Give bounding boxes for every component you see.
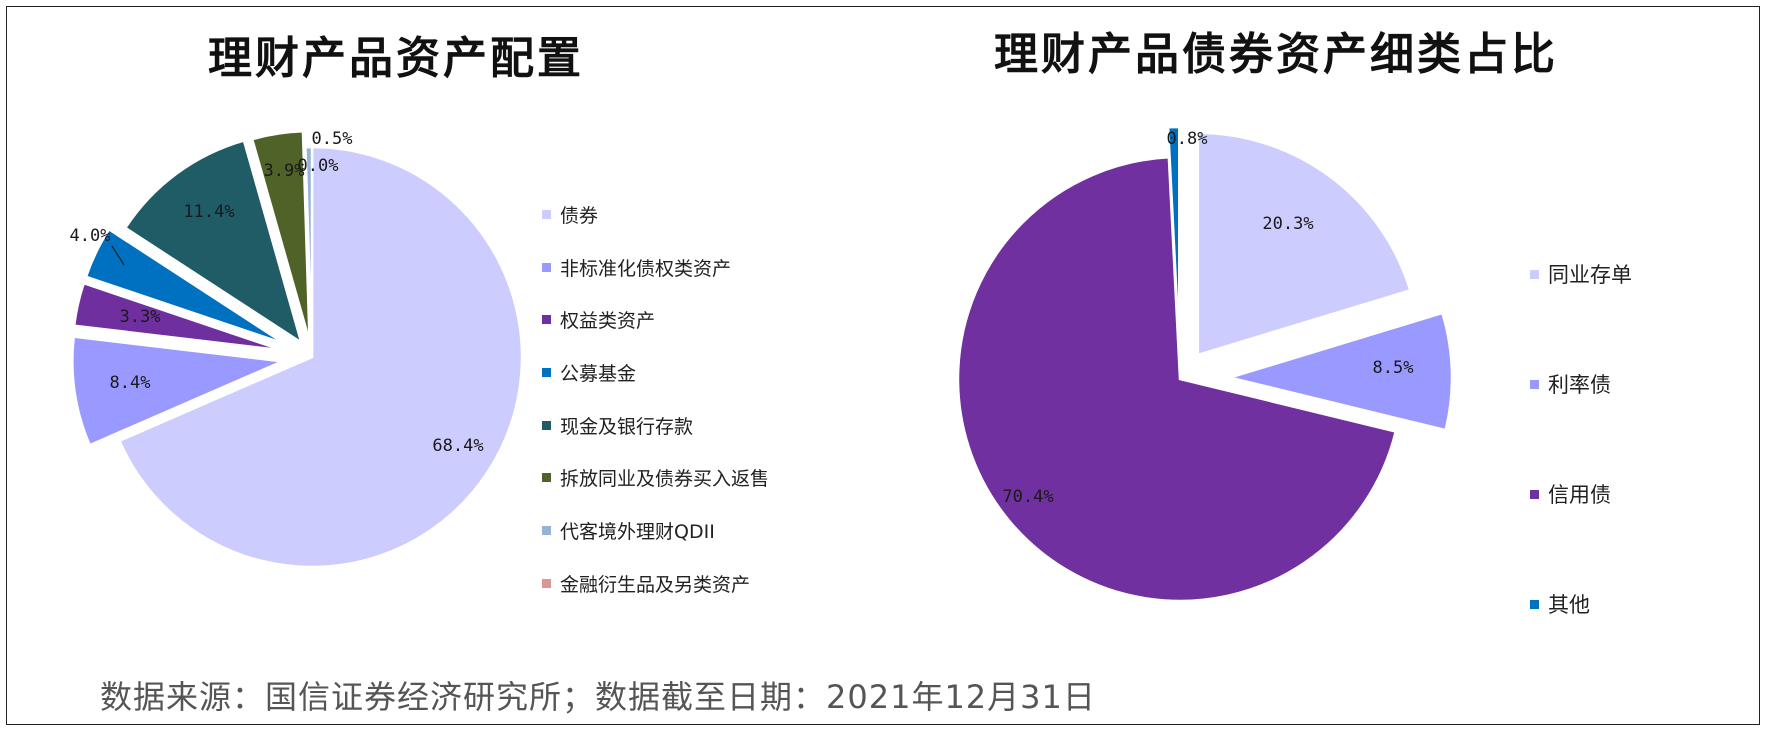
- right-pie-label-2: 70.4%: [1002, 487, 1053, 507]
- left-pie: 68.4% 8.4% 3.3% 4.0% 11.4% 3.9% 0.5% 0.0%: [70, 129, 524, 569]
- source-note: 数据来源：国信证券经济研究所；数据截至日期：2021年12月31日: [100, 678, 1096, 716]
- left-pie-label-0: 68.4%: [432, 436, 483, 456]
- right-pie-slice-1: [1225, 311, 1454, 432]
- right-legend-item-1: 利率债: [1530, 329, 1632, 439]
- left-legend-swatch-1: [542, 262, 551, 272]
- right-legend-swatch-1: [1530, 379, 1539, 389]
- left-pie-slice-3: [84, 227, 286, 346]
- right-legend: 同业存单利率债信用债其他: [1530, 219, 1632, 659]
- left-legend-item-7: 金融衍生品及另类资产: [542, 557, 769, 610]
- left-pie-slice-2: [72, 281, 284, 352]
- left-pie-label-5: 3.9%: [264, 161, 305, 181]
- left-legend-label-3: 公募基金: [560, 362, 637, 385]
- left-legend-item-6: 代客境外理财QDII: [542, 504, 769, 557]
- right-legend-label-3: 其他: [1548, 593, 1590, 617]
- left-pie-leader-3: [111, 245, 125, 266]
- right-legend-label-2: 信用债: [1548, 483, 1611, 507]
- right-legend-item-0: 同业存单: [1530, 219, 1632, 329]
- left-pie-slice-0: [117, 145, 524, 569]
- left-pie-slice-1: [71, 335, 288, 447]
- right-pie-label-0: 20.3%: [1262, 214, 1313, 234]
- right-pie-slice-3: [1166, 125, 1181, 350]
- right-pie-label-1: 8.5%: [1373, 358, 1414, 378]
- left-legend-label-5: 拆放同业及债券买入返售: [560, 468, 770, 491]
- left-legend-label-1: 非标准化债权类资产: [560, 257, 732, 280]
- left-pie-label-1: 8.4%: [110, 373, 151, 393]
- left-legend-item-3: 公募基金: [542, 346, 769, 399]
- left-legend-item-1: 非标准化债权类资产: [542, 241, 769, 294]
- left-pie-label-2: 3.3%: [120, 307, 161, 327]
- right-legend-label-1: 利率债: [1548, 373, 1611, 397]
- left-legend: 债券非标准化债权类资产 权益类资产公募基金现金及银行存款拆放同业及债券买入返售 代客…: [542, 188, 769, 610]
- right-legend-swatch-0: [1530, 269, 1539, 279]
- left-legend-swatch-4: [542, 420, 551, 430]
- left-legend-label-4: 现金及银行存款: [560, 415, 694, 438]
- right-legend-label-0: 同业存单: [1548, 263, 1632, 287]
- left-legend-swatch-6: [542, 525, 551, 535]
- right-pie-slice-2: [956, 155, 1398, 603]
- left-legend-item-0: 债券: [542, 188, 769, 241]
- left-legend-item-5: 拆放同业及债券买入返售: [542, 451, 769, 504]
- left-legend-swatch-0: [542, 209, 551, 219]
- left-pie-slice-4: [123, 138, 304, 346]
- right-legend-item-2: 信用债: [1530, 439, 1632, 549]
- left-legend-label-0: 债券: [560, 204, 599, 227]
- left-legend-label-2: 权益类资产: [560, 310, 656, 333]
- left-pie-slice-5: [250, 130, 311, 342]
- right-pie-slice-0: [1196, 131, 1412, 357]
- left-legend-swatch-5: [542, 473, 551, 483]
- left-legend-label-6: 代客境外理财QDII: [560, 520, 715, 543]
- left-chart-title: 理财产品资产配置: [208, 33, 584, 84]
- left-legend-item-4: 现金及银行存款: [542, 399, 769, 452]
- left-legend-swatch-3: [542, 367, 551, 377]
- left-pie-label-3: 4.0%: [70, 226, 111, 246]
- right-pie: 20.3% 8.5% 70.4% 0.8%: [956, 125, 1454, 603]
- left-legend-label-7: 金融衍生品及另类资产: [560, 573, 751, 596]
- left-pie-label-4: 11.4%: [183, 202, 234, 222]
- left-pie-label-6: 0.5%: [312, 129, 353, 149]
- right-pie-label-3: 0.8%: [1167, 129, 1208, 149]
- right-chart-title: 理财产品债券资产细类占比: [994, 29, 1558, 80]
- left-pie-label-7: 0.0%: [298, 156, 339, 176]
- left-legend-item-2: 权益类资产: [542, 293, 769, 346]
- left-legend-swatch-7: [542, 578, 551, 588]
- right-legend-item-3: 其他: [1530, 549, 1632, 659]
- left-legend-swatch-2: [542, 315, 551, 325]
- left-pie-slice-6: [304, 145, 314, 358]
- right-legend-swatch-3: [1530, 599, 1539, 609]
- right-legend-swatch-2: [1530, 489, 1539, 499]
